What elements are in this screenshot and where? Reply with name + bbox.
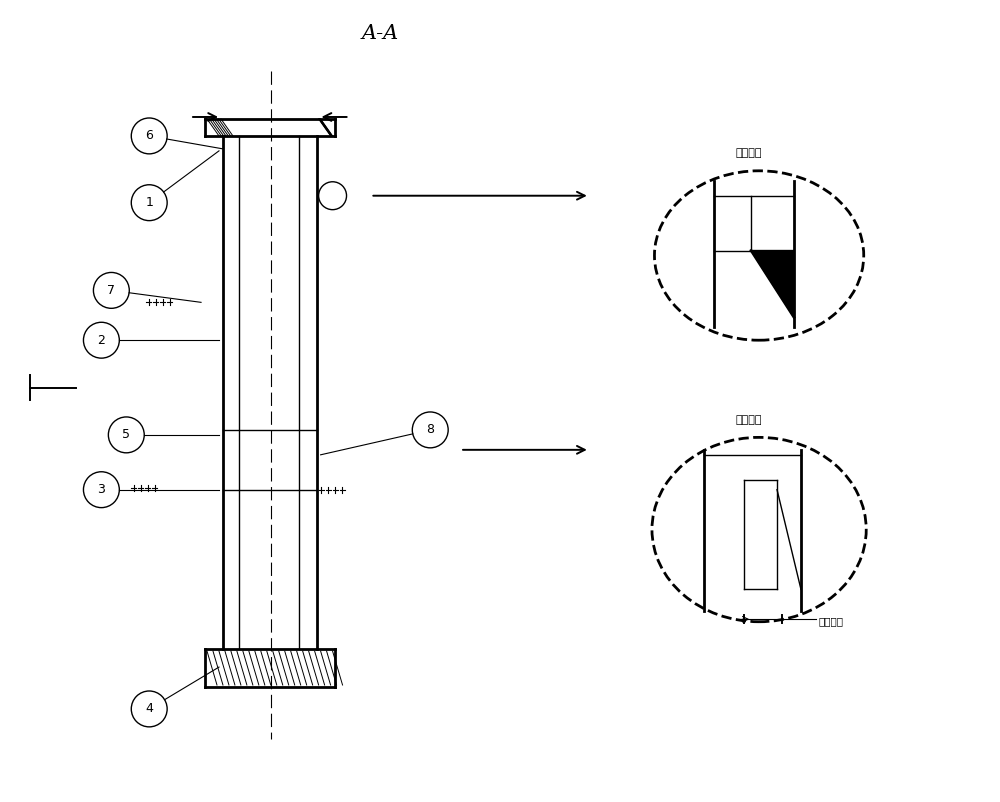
Text: 2: 2	[97, 334, 105, 346]
Text: 4: 4	[145, 703, 153, 715]
Text: 1: 1	[145, 196, 153, 209]
Text: 6: 6	[145, 129, 153, 143]
Polygon shape	[751, 250, 794, 318]
Text: 3: 3	[97, 483, 105, 496]
Text: 7: 7	[107, 284, 115, 297]
Text: 妈接结构: 妈接结构	[736, 415, 762, 425]
Text: 焊接结构: 焊接结构	[736, 148, 762, 158]
Text: 放大图样: 放大图样	[819, 616, 844, 626]
Text: 8: 8	[426, 423, 434, 436]
Text: A-A: A-A	[362, 24, 399, 43]
Text: 5: 5	[122, 428, 130, 441]
